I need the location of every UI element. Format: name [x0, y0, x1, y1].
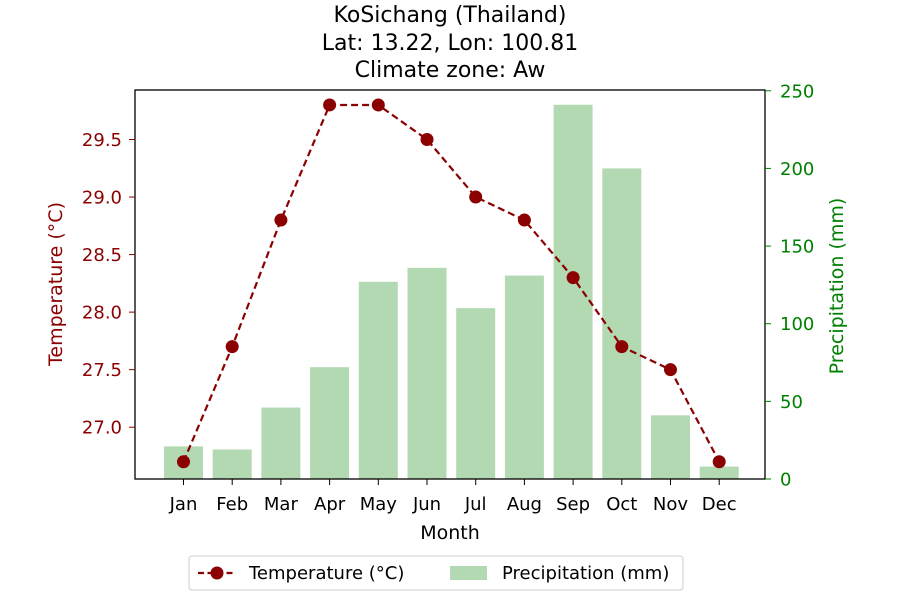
x-tick-label: May	[360, 494, 398, 515]
precipitation-bar-may	[358, 281, 398, 479]
temperature-tick-label: 28.5	[82, 245, 122, 266]
legend-temperature-label: Temperature (°C)	[248, 563, 404, 584]
legend: Temperature (°C) Precipitation (mm)	[188, 555, 684, 591]
legend-precipitation-swatch	[450, 566, 487, 580]
precipitation-bar-jun	[407, 267, 447, 479]
precipitation-bar-nov	[651, 415, 690, 479]
precipitation-bar-oct	[602, 168, 642, 480]
chart-title: KoSichang (Thailand) Lat: 13.22, Lon: 10…	[322, 3, 578, 83]
precipitation-tick-label: 150	[780, 237, 814, 258]
x-tick-label: Oct	[606, 494, 637, 515]
precipitation-bar-sep	[553, 104, 593, 479]
temperature-tick-label: 27.5	[82, 360, 122, 381]
temperature-point-jun	[420, 132, 434, 146]
temperature-tick-label: 27.0	[82, 418, 122, 439]
chart-title-line-1: KoSichang (Thailand)	[334, 3, 567, 28]
x-axis-label: Month	[420, 522, 480, 544]
precipitation-bar-dec	[699, 466, 739, 479]
x-tick-label: Mar	[264, 494, 299, 515]
temperature-axis-label: Temperature (°C)	[45, 202, 67, 367]
temperature-point-apr	[323, 98, 337, 112]
temperature-line-series	[177, 98, 726, 469]
legend-precipitation-label: Precipitation (mm)	[502, 563, 669, 584]
precipitation-bar-feb	[212, 449, 252, 479]
temperature-point-aug	[517, 213, 531, 227]
x-tick-label: Feb	[216, 494, 248, 515]
temperature-point-mar	[274, 213, 288, 227]
temperature-point-sep	[566, 271, 580, 285]
temperature-axis: 27.0 27.5 28.0 28.5 29.0 29.5	[82, 130, 135, 439]
precipitation-bar-aug	[504, 275, 544, 479]
precipitation-tick-label: 250	[780, 81, 814, 102]
chart-title-line-3: Climate zone: Aw	[355, 58, 546, 83]
x-axis: Jan Feb Mar Apr May Jun Jul Aug Sep Oct Nov Dec	[169, 479, 737, 515]
x-tick-label: Sep	[556, 494, 590, 515]
temperature-point-may	[371, 98, 385, 112]
precipitation-tick-label: 100	[780, 314, 814, 335]
x-tick-label: Jun	[412, 494, 441, 515]
precipitation-tick-label: 200	[780, 159, 814, 180]
temperature-point-jan	[177, 455, 190, 469]
precipitation-tick-label: 50	[780, 392, 803, 413]
x-tick-label: Jul	[464, 494, 487, 515]
chart-title-line-2: Lat: 13.22, Lon: 100.81	[322, 31, 578, 56]
temperature-point-dec	[712, 455, 726, 469]
x-tick-label: Apr	[314, 494, 346, 515]
temperature-point-jul	[469, 190, 483, 204]
legend-temperature-swatch-marker	[210, 566, 224, 580]
x-tick-label: Nov	[653, 494, 688, 515]
x-tick-label: Dec	[702, 494, 737, 515]
temperature-tick-label: 29.5	[82, 130, 122, 151]
legend-box	[188, 555, 684, 591]
temperature-line	[182, 103, 721, 463]
temperature-point-oct	[615, 340, 629, 354]
temperature-tick-label: 28.0	[82, 303, 122, 324]
temperature-point-nov	[664, 363, 677, 377]
precipitation-bar-jul	[456, 308, 496, 479]
plot-area-frame	[134, 89, 766, 480]
precipitation-tick-label: 0	[780, 470, 791, 491]
x-tick-label: Jan	[169, 494, 198, 515]
precipitation-bars	[164, 104, 739, 480]
precipitation-axis: 0 50 100 150 200 250	[765, 81, 814, 491]
precipitation-bar-apr	[310, 367, 350, 479]
precipitation-axis-label: Precipitation (mm)	[826, 198, 848, 375]
temperature-point-feb	[225, 340, 239, 354]
x-tick-label: Aug	[507, 494, 542, 515]
precipitation-bar-mar	[261, 407, 301, 479]
temperature-tick-label: 29.0	[82, 188, 122, 209]
